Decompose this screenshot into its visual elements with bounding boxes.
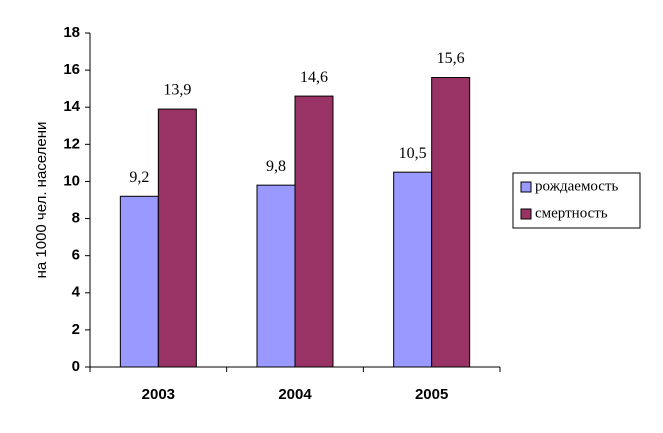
value-label: 9,8: [266, 158, 286, 175]
legend-swatch: [520, 208, 532, 220]
bar: [256, 184, 296, 368]
bar: [119, 195, 159, 368]
value-label: 13,9: [163, 82, 191, 99]
y-tick-label: 14: [63, 98, 80, 115]
value-label: 15,6: [437, 50, 465, 67]
legend-label: смертность: [535, 205, 608, 221]
value-label: 10,5: [399, 145, 427, 162]
y-tick-label: 4: [72, 284, 81, 301]
value-label: 9,2: [129, 169, 149, 186]
y-tick-label: 18: [63, 24, 80, 41]
y-tick-label: 16: [63, 61, 80, 78]
value-label: 14,6: [300, 69, 328, 86]
legend-label: рождаемость: [535, 178, 619, 194]
legend-box: [512, 172, 641, 229]
bar: [431, 77, 471, 368]
bar: [157, 108, 197, 368]
y-tick-label: 8: [72, 210, 80, 227]
y-tick-label: 6: [72, 247, 80, 264]
bar: [393, 171, 433, 368]
bar: [294, 95, 334, 368]
y-tick-label: 12: [63, 135, 80, 152]
x-tick-label: 2003: [142, 386, 175, 403]
x-tick-label: 2004: [278, 386, 312, 403]
y-tick-label: 2: [72, 321, 80, 338]
x-tick-label: 2005: [415, 386, 448, 403]
y-axis-label: на 1000 чел. населени: [33, 122, 50, 279]
legend-swatch: [520, 181, 532, 193]
y-tick-label: 0: [72, 358, 80, 375]
y-tick-label: 10: [63, 172, 80, 189]
